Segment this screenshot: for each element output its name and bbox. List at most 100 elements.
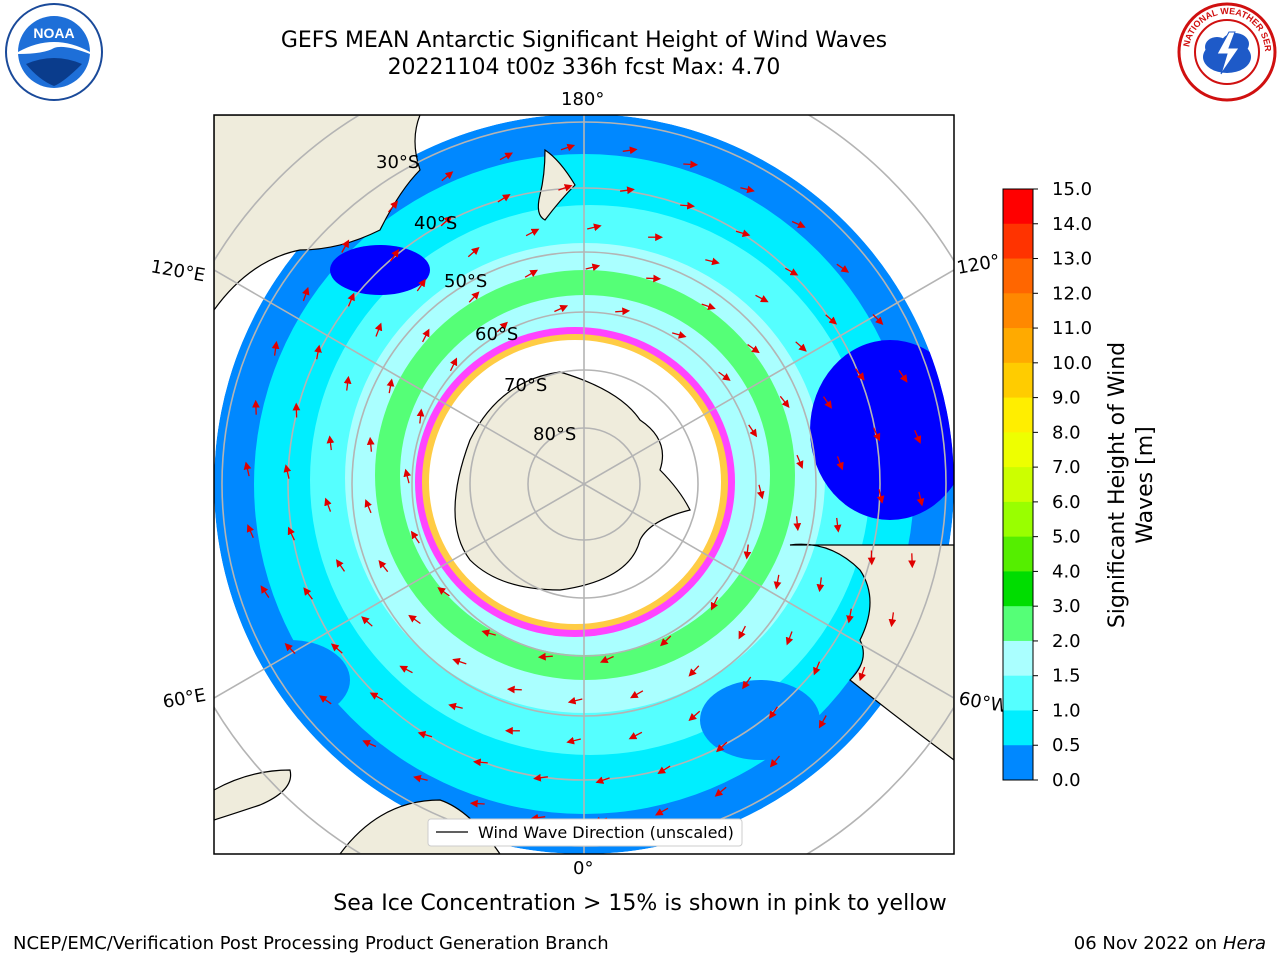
wave-direction-arrow	[836, 263, 850, 273]
chart-subtitle: 20221104 t00z 336h fcst Max: 4.70	[387, 55, 781, 80]
map-panel: Wind Wave Direction (unscaled)	[214, 115, 954, 854]
wave-direction-arrow	[567, 696, 583, 705]
wave-direction-arrow	[533, 773, 548, 782]
legend-label: Wind Wave Direction (unscaled)	[478, 823, 734, 842]
colorbar-tick-label: 12.0	[1052, 283, 1092, 304]
colorbar-tick-label: 13.0	[1052, 249, 1092, 270]
wave-direction-arrow	[701, 302, 716, 311]
wave-direction-arrow	[441, 171, 454, 182]
wave-direction-arrow	[872, 313, 884, 325]
colorbar-tick-label: 5.0	[1052, 527, 1081, 548]
wave-direction-arrow	[246, 524, 255, 539]
wave-direction-arrow	[469, 799, 485, 808]
colorbar-tick-label: 1.5	[1052, 666, 1081, 687]
wave-direction-arrow	[448, 702, 463, 711]
wave-direction-arrow	[361, 616, 373, 627]
wave-direction-arrow	[773, 574, 782, 590]
australia-land	[214, 115, 421, 312]
wave-direction-arrow	[743, 544, 752, 560]
wave-direction-arrow	[620, 186, 635, 195]
lat-label-40: 40°S	[414, 213, 457, 234]
wave-direction-arrow	[714, 786, 727, 797]
wave-direction-arrow	[362, 740, 377, 748]
colorbar-tick-label: 15.0	[1052, 179, 1092, 200]
wave-direction-arrow	[481, 629, 496, 637]
wave-direction-arrow	[791, 220, 806, 228]
wave-direction-arrow	[386, 378, 395, 394]
colorbar-segment	[1003, 467, 1033, 503]
graticule	[214, 115, 954, 854]
colorbar-tick-label: 0.5	[1052, 735, 1081, 756]
wave-direction-arrow	[876, 489, 885, 504]
wave-direction-arrow	[366, 436, 375, 452]
wave-direction-arrow	[343, 375, 352, 391]
wave-direction-arrow	[243, 461, 252, 477]
wave-direction-arrow	[467, 246, 480, 258]
wave-direction-arrow	[898, 370, 908, 383]
wave-direction-arrow	[846, 608, 854, 624]
antarctica-land	[454, 371, 691, 591]
wave-direction-arrow	[718, 371, 731, 381]
colorbar-tick-label: 3.0	[1052, 596, 1081, 617]
wave-direction-arrow	[833, 517, 842, 533]
wave-direction-arrow	[566, 736, 581, 745]
wave-direction-arrow	[283, 464, 292, 479]
footer-date: 06 Nov 2022 on Hera	[1074, 933, 1266, 954]
lat-label-30: 30°S	[376, 152, 419, 173]
wave-direction-arrow	[646, 274, 662, 283]
noaa-logo-text: NOAA	[33, 25, 74, 41]
lon-label-60w: 60°W	[957, 688, 1010, 717]
wave-direction-arrow	[399, 665, 413, 674]
wave-direction-arrow	[347, 292, 355, 307]
wave-direction-arrow	[302, 286, 310, 302]
colorbar-segment	[1003, 293, 1033, 329]
colorbar-tick-label: 10.0	[1052, 353, 1092, 374]
wave-direction-arrow	[595, 776, 610, 784]
lat-label-80: 80°S	[533, 424, 576, 445]
wave-direction-arrow	[615, 307, 631, 316]
colorbar-segment	[1003, 328, 1033, 364]
wave-direction-arrows	[243, 143, 925, 825]
sea-ice-caption: Sea Ice Concentration > 15% is shown in …	[333, 891, 947, 916]
wave-direction-arrow	[748, 424, 758, 438]
wave-direction-arrow	[683, 160, 699, 169]
footer-credit: NCEP/EMC/Verification Post Processing Pr…	[13, 933, 609, 954]
colorbar-segment	[1003, 640, 1033, 677]
wave-direction-arrow	[630, 690, 644, 699]
wave-direction-arrow	[390, 248, 399, 262]
wave-direction-arrow	[506, 685, 522, 694]
chart-title: GEFS MEAN Antarctic Significant Height o…	[280, 28, 888, 53]
wave-direction-arrow	[738, 625, 746, 640]
colorbar-title-line1: Significant Height of Wind	[1105, 342, 1130, 628]
wave-direction-arrow	[524, 269, 538, 278]
wave-direction-arrow	[735, 229, 751, 238]
wave-direction-arrow	[756, 484, 765, 500]
map-frame	[213, 114, 955, 855]
wave-direction-arrow	[330, 643, 343, 654]
wave-direction-arrow	[341, 239, 350, 253]
wave-direction-arrow	[558, 184, 573, 192]
wave-direction-arrow	[680, 201, 695, 210]
wave-direction-arrow	[287, 526, 295, 541]
colorbar-segment	[1003, 710, 1033, 746]
lat-label-60: 60°S	[475, 324, 518, 345]
lon-label-0: 0°	[573, 858, 593, 879]
lat-label-70: 70°S	[504, 375, 547, 396]
footer-date-text: 06 Nov 2022 on	[1073, 933, 1218, 954]
colorbar-tick-label: 2.0	[1052, 631, 1081, 652]
wave-direction-arrow	[417, 730, 433, 739]
wave-direction-arrow	[585, 263, 601, 272]
wave-direction-arrow	[825, 314, 838, 325]
wave-direction-arrow	[416, 408, 425, 424]
nws-logo: NATIONAL WEATHER SERVICE	[1176, 2, 1277, 102]
wave-direction-arrow	[271, 340, 280, 356]
wave-direction-arrow	[403, 468, 412, 484]
wave-direction-arrow	[335, 559, 346, 572]
wave-direction-arrow	[688, 710, 701, 722]
lon-label-120e: 120°E	[149, 256, 207, 286]
wave-direction-arrow	[496, 321, 508, 333]
colorbar-segment	[1003, 432, 1033, 468]
wave-direction-arrow	[378, 560, 389, 573]
wave-direction-arrow	[388, 200, 399, 213]
wave-direction-arrow	[916, 491, 925, 507]
